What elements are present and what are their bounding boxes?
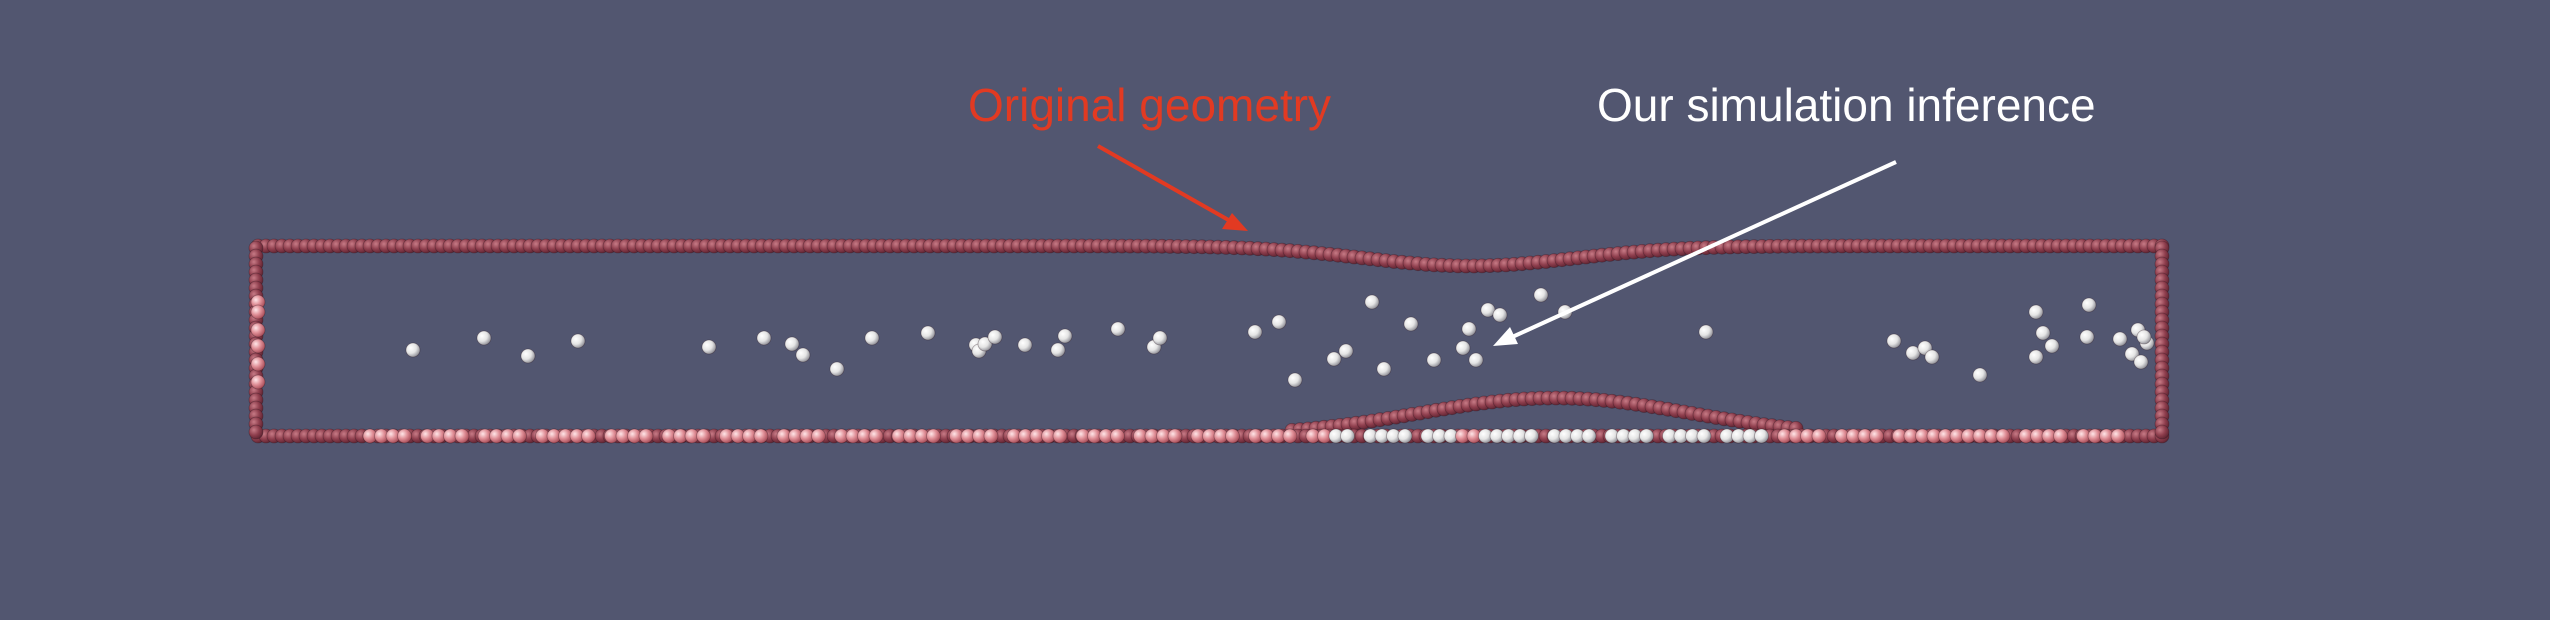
boundary-particle	[1225, 428, 1240, 444]
boundary-particle	[638, 428, 654, 444]
boundary-particle	[250, 322, 266, 338]
fluid-particle	[1581, 428, 1597, 444]
fluid-particle	[1698, 324, 1714, 340]
fluid-particle	[1696, 428, 1712, 444]
fluid-particle	[1017, 337, 1033, 353]
fluid-particle	[920, 325, 936, 341]
fluid-particle	[795, 347, 811, 363]
simulation-inference-label: Our simulation inference	[1597, 79, 2096, 131]
fluid-particle	[1886, 333, 1902, 349]
fluid-particle	[701, 339, 717, 355]
boundary-particle	[1167, 428, 1183, 444]
fluid-particle	[570, 333, 586, 349]
fluid-particle	[1403, 316, 1419, 332]
boundary-particle	[1995, 428, 2011, 444]
fluid-particle	[987, 329, 1003, 345]
fluid-particle	[1364, 294, 1380, 310]
fluid-particle	[1340, 428, 1355, 444]
original-geometry-arrow	[1097, 144, 1248, 231]
fluid-particle	[520, 348, 536, 364]
fluid-particle	[2035, 325, 2051, 341]
channel-top-wall	[250, 238, 2170, 274]
fluid-particle	[1492, 307, 1508, 323]
fluid-particle	[1533, 287, 1549, 303]
fluid-particle	[2112, 331, 2128, 347]
fluid-particle	[1271, 314, 1287, 330]
boundary-particle	[753, 428, 769, 444]
original-geometry-label: Original geometry	[968, 79, 1332, 131]
fluid-particle	[476, 330, 492, 346]
boundary-particle	[454, 428, 470, 444]
channel-bottom-wall	[250, 428, 2170, 444]
fluid-particle	[2028, 304, 2044, 320]
arrow-icon	[1493, 327, 1518, 346]
fluid-particle	[1455, 340, 1471, 356]
arrow-icon	[1222, 213, 1248, 231]
fluid-particle	[1152, 330, 1168, 346]
boundary-particle	[250, 374, 266, 390]
fluid-particle	[1050, 342, 1066, 358]
fluid-particle	[2124, 346, 2140, 362]
fluid-particle	[1057, 328, 1073, 344]
boundary-particle	[696, 428, 711, 444]
boundary-particle	[2053, 428, 2068, 444]
fluid-particle	[1338, 343, 1354, 359]
fluid-particle	[1426, 352, 1442, 368]
boundary-particle	[581, 428, 596, 444]
fluid-particle	[1326, 351, 1342, 367]
channel-right-wall	[2154, 240, 2170, 440]
boundary-particle	[250, 356, 266, 372]
simulation-inference-arrow	[1493, 160, 1897, 346]
fluid-particle	[1376, 361, 1392, 377]
fluid-particle	[2136, 329, 2152, 345]
boundary-particle	[512, 428, 527, 444]
fluid-particle	[1924, 349, 1940, 365]
fluid-particle	[1905, 345, 1921, 361]
fluid-particle	[2133, 354, 2149, 370]
boundary-particle	[248, 424, 264, 440]
fluid-particle	[1287, 372, 1303, 388]
boundary-particle	[2110, 428, 2126, 444]
boundary-particle	[926, 428, 941, 444]
boundary-particle	[1869, 428, 1884, 444]
fluid-particle	[784, 336, 800, 352]
boundary-particle	[811, 428, 826, 444]
fluid-particle	[1972, 367, 1988, 383]
fluid-particle	[405, 342, 421, 358]
boundary-particle	[1110, 428, 1125, 444]
fluid-particle	[2028, 349, 2044, 365]
boundary-particle	[397, 428, 412, 444]
fluid-particle	[1754, 428, 1769, 444]
fluid-particle	[829, 361, 845, 377]
fluid-particle	[1461, 321, 1477, 337]
fluid-particles	[405, 287, 2155, 388]
boundary-particle	[2154, 424, 2170, 440]
fluid-particle	[2079, 329, 2095, 345]
fluid-particle	[756, 330, 772, 346]
fluid-particle	[1110, 321, 1126, 337]
channel-left-wall	[248, 240, 266, 440]
fluid-particle	[864, 330, 880, 346]
fluid-particle	[1247, 324, 1263, 340]
fluid-particle	[1397, 428, 1413, 444]
boundary-particle	[1811, 428, 1827, 444]
boundary-particle	[868, 428, 884, 444]
boundary-particle	[250, 338, 266, 354]
fluid-particle	[1480, 302, 1496, 318]
fluid-particle	[2044, 338, 2060, 354]
boundary-particle	[1282, 428, 1298, 444]
boundary-particle	[1052, 428, 1068, 444]
fluid-particle	[977, 336, 993, 352]
boundary-particle	[983, 428, 999, 444]
fluid-particle	[1639, 428, 1654, 444]
fluid-particle	[1524, 428, 1539, 444]
fluid-particle	[1468, 352, 1484, 368]
boundary-particle	[250, 304, 266, 320]
fluid-particle	[2081, 297, 2097, 313]
